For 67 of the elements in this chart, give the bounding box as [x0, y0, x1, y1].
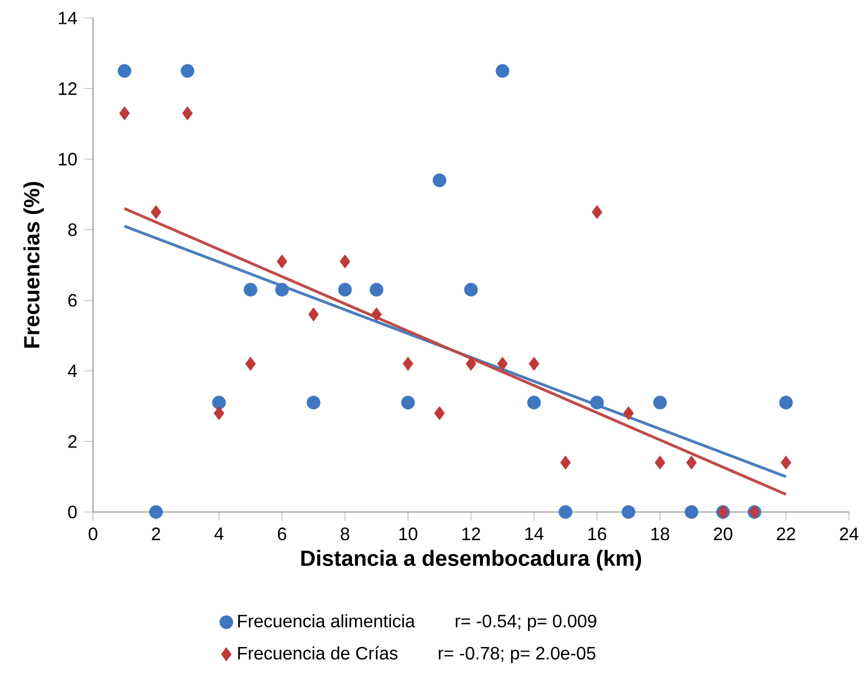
y-tick-label: 6 [68, 294, 77, 307]
point [496, 64, 510, 78]
point [371, 308, 382, 322]
point [306, 396, 320, 410]
x-tick-label: 20 [714, 528, 732, 540]
x-tick-label: 12 [462, 528, 480, 540]
point [370, 282, 384, 296]
point [401, 396, 415, 410]
x-tick-label: 14 [525, 528, 544, 540]
point [276, 254, 288, 268]
x-tick-label: 6 [278, 528, 286, 540]
y-tick-label: 10 [58, 152, 77, 166]
point [149, 505, 163, 519]
y-tick-label: 4 [68, 364, 77, 378]
legend-label: Frecuencia de Crías [238, 646, 398, 660]
point [119, 106, 130, 120]
point [432, 174, 446, 188]
point [244, 282, 258, 296]
y-tick-label: 12 [58, 82, 77, 95]
point [527, 396, 541, 410]
y-axis-title: Frecuencias (%) [23, 182, 44, 348]
point [338, 282, 352, 296]
y-tick-label: 2 [68, 435, 77, 448]
point [466, 357, 476, 371]
point [497, 357, 508, 371]
y-tick-label: 8 [68, 223, 77, 236]
x-tick-label: 24 [840, 528, 858, 540]
x-tick-label: 4 [214, 528, 224, 540]
x-tick-label: 22 [776, 528, 796, 540]
point [182, 106, 193, 120]
point [654, 456, 666, 470]
point [623, 406, 634, 420]
point [214, 406, 224, 420]
point [560, 456, 571, 470]
point [275, 282, 289, 296]
point [686, 456, 697, 470]
point [340, 254, 350, 268]
point [622, 505, 636, 519]
point [308, 308, 319, 322]
x-tick-label: 16 [588, 528, 606, 540]
point [180, 64, 194, 78]
y-tick-label: 0 [68, 506, 77, 518]
point [118, 64, 132, 78]
x-tick-label: 10 [399, 528, 418, 540]
text: r= -0.78; p= 2.0e-05 [438, 646, 596, 664]
point [402, 357, 414, 371]
x-tick-label: 2 [152, 528, 160, 540]
point [653, 396, 667, 410]
point [464, 282, 478, 296]
point [590, 396, 604, 410]
text: r= -0.54; p= 0.009 [456, 614, 596, 631]
x-tick-label: 8 [340, 528, 350, 540]
point [780, 456, 792, 470]
point [558, 505, 572, 519]
point [150, 205, 162, 219]
x-tick-label: 0 [88, 528, 98, 540]
x-tick-label: 18 [651, 528, 670, 540]
point [592, 205, 602, 219]
x-axis-title: Distancia a desembocadura (km) [301, 550, 642, 570]
point [245, 357, 256, 371]
point [434, 406, 445, 420]
point [528, 357, 540, 371]
legend-label: Frecuencia alimenticia [238, 614, 416, 628]
point [779, 396, 793, 410]
y-tick-label: 14 [58, 12, 77, 24]
point [212, 396, 226, 410]
point [684, 505, 698, 519]
